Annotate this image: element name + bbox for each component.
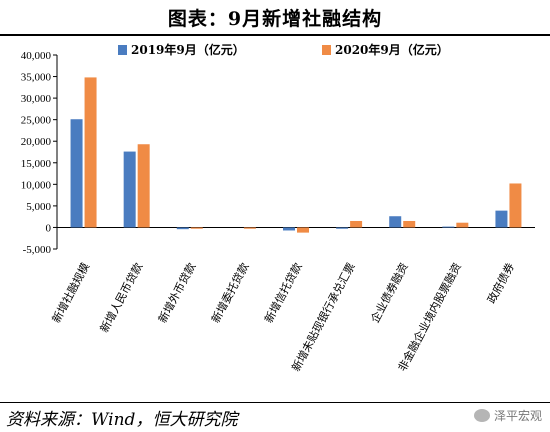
bar xyxy=(509,183,522,228)
bar xyxy=(283,227,295,231)
bar xyxy=(176,227,189,230)
bar xyxy=(389,216,402,228)
legend-swatch xyxy=(322,45,331,55)
x-category-label: 企业债券融资 xyxy=(368,260,411,325)
legend-label: 2019年9月（亿元） xyxy=(131,42,245,57)
y-tick-label: 40,000 xyxy=(21,50,52,62)
y-tick-label: 30,000 xyxy=(21,93,52,105)
x-category-label: 新增信托贷款 xyxy=(261,260,304,325)
title-divider xyxy=(0,34,550,36)
bar-chart: -5,000 0 5,000 10,000 15,000 20,000 25,000 30,0… xyxy=(21,42,535,374)
x-category-label: 新增社融规模 xyxy=(49,260,92,325)
y-tick-label: 0 xyxy=(46,222,52,234)
bar xyxy=(243,227,256,229)
y-tick-label: -5,000 xyxy=(23,244,52,256)
source-note: 资料来源：Wind，恒大研究院 xyxy=(6,410,238,430)
bar xyxy=(336,227,349,229)
y-tick-label: 35,000 xyxy=(21,72,52,84)
legend-label: 2020年9月（亿元） xyxy=(335,42,449,57)
y-tick-label: 10,000 xyxy=(21,179,52,191)
bar xyxy=(403,220,416,228)
y-tick-label: 15,000 xyxy=(21,158,52,170)
bar xyxy=(442,226,455,228)
x-category-label: 新增外币贷款 xyxy=(155,260,198,325)
y-tick-label: 25,000 xyxy=(21,115,52,127)
watermark: 泽平宏观 xyxy=(473,407,542,424)
legend-swatch xyxy=(118,45,127,55)
y-tick-label: 5,000 xyxy=(26,201,51,213)
bar xyxy=(123,151,136,228)
x-category-label: 新增委托贷款 xyxy=(208,260,251,325)
bar xyxy=(137,144,150,228)
y-tick-label: 20,000 xyxy=(21,136,52,148)
bar xyxy=(190,227,203,229)
x-category-label: 政府债券 xyxy=(484,260,517,305)
bar xyxy=(350,220,363,228)
bar xyxy=(297,227,309,233)
bar xyxy=(84,77,97,228)
bar xyxy=(70,119,83,228)
footer-divider xyxy=(0,402,550,403)
watermark-text: 泽平宏观 xyxy=(493,409,542,423)
bar xyxy=(456,222,469,228)
bar xyxy=(495,210,508,228)
chart-title: 图表：9月新增社融结构 xyxy=(167,8,383,30)
wechat-icon xyxy=(473,409,490,422)
x-category-label: 新增人民币贷款 xyxy=(97,260,146,335)
